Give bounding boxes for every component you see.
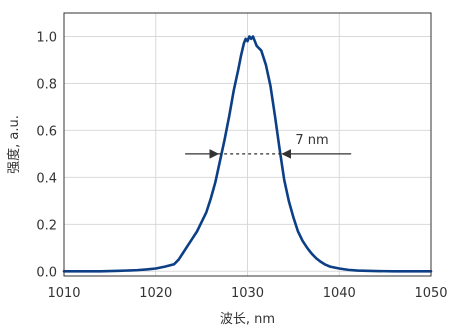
y-tick-labels: 0.0 0.2 0.4 0.6 0.8 1.0	[36, 30, 57, 280]
y-tick-label: 0.4	[36, 171, 57, 186]
y-tick-label: 0.0	[36, 265, 57, 280]
annotation-layer: 7 nm	[185, 133, 352, 159]
plot-layer	[62, 35, 433, 273]
series-line	[62, 35, 433, 273]
plot-frame	[63, 12, 432, 277]
fwhm-label: 7 nm	[295, 133, 328, 148]
grid-layer	[63, 13, 432, 276]
y-tick-label: 0.6	[36, 124, 57, 139]
x-tick-labels: 1010 1020 1030 1040 1050	[47, 286, 447, 301]
x-tick-label: 1050	[414, 286, 447, 301]
x-tick-label: 1040	[323, 286, 356, 301]
y-tick-label: 0.2	[36, 218, 57, 233]
y-tick-label: 0.8	[36, 77, 57, 92]
x-axis-label: 波长, nm	[220, 312, 275, 327]
x-tick-label: 1010	[47, 286, 80, 301]
x-tick-label: 1020	[139, 286, 172, 301]
x-tick-label: 1030	[231, 286, 264, 301]
y-axis-label: 强度, a.u.	[6, 115, 22, 174]
y-tick-label: 1.0	[36, 30, 57, 45]
